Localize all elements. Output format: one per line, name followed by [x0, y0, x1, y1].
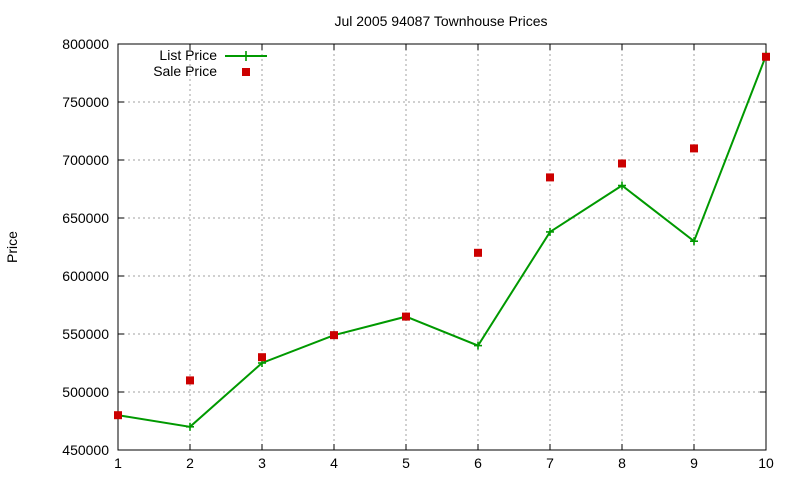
legend-label-list-price: List Price: [159, 47, 217, 63]
sale-price-point: [258, 353, 266, 362]
axes: [117, 43, 767, 451]
grid: [118, 44, 766, 450]
y-tick-label: 650000: [62, 210, 109, 226]
list-price-point: [690, 237, 698, 246]
chart-title: Jul 2005 94087 Townhouse Prices: [334, 13, 547, 29]
sale-price-series: [114, 52, 770, 420]
sale-price-point: [618, 159, 626, 168]
sale-price-point: [474, 248, 482, 257]
legend-label-sale-price: Sale Price: [153, 63, 217, 79]
x-tick-label: 10: [758, 455, 774, 471]
x-tick-label: 4: [330, 455, 338, 471]
sale-price-point: [330, 331, 338, 340]
x-tick-label: 1: [114, 455, 122, 471]
y-tick-label: 450000: [62, 442, 109, 458]
list-price-point: [186, 422, 194, 431]
x-tick-label: 5: [402, 455, 410, 471]
plot-border: [117, 43, 767, 451]
list-price-line: [117, 55, 767, 428]
tick-labels: 1 2 3 4 5 6 7 8 9 10 450000 500000 550000 600000 65000…: [62, 36, 774, 471]
y-tick-label: 800000: [62, 36, 109, 52]
x-tick-label: 8: [618, 455, 626, 471]
x-tick-label: 9: [690, 455, 698, 471]
legend-marker-list-price: [241, 51, 251, 61]
y-tick-label: 500000: [62, 384, 109, 400]
sale-price-point: [690, 144, 698, 153]
sale-price-point: [402, 312, 410, 321]
x-tick-label: 6: [474, 455, 482, 471]
sale-price-point: [114, 411, 122, 420]
sale-price-point: [186, 376, 194, 385]
x-tick-label: 3: [258, 455, 266, 471]
x-tick-label: 7: [546, 455, 554, 471]
y-tick-label: 600000: [62, 268, 109, 284]
y-tick-label: 700000: [62, 152, 109, 168]
sale-price-point: [546, 173, 554, 182]
y-tick-label: 550000: [62, 326, 109, 342]
list-price-point: [546, 227, 554, 236]
y-axis-label: Price: [4, 231, 20, 263]
list-price-series: [114, 51, 770, 431]
list-price-point: [474, 341, 482, 350]
y-tick-label: 750000: [62, 94, 109, 110]
x-tick-label: 2: [186, 455, 194, 471]
list-price-point: [618, 181, 626, 190]
legend: List Price Sale Price: [153, 47, 267, 79]
sale-price-point: [762, 52, 770, 61]
legend-marker-sale-price: [242, 68, 250, 76]
